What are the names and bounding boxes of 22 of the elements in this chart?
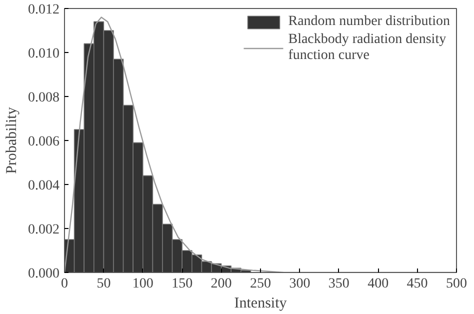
x-tick-label: 0 bbox=[61, 276, 68, 292]
y-tick-label: 0.002 bbox=[28, 222, 60, 238]
x-tick-label: 100 bbox=[132, 276, 154, 292]
legend-label: Random number distribution bbox=[288, 14, 450, 30]
y-tick-label: 0.008 bbox=[28, 90, 60, 106]
x-tick-label: 350 bbox=[328, 276, 350, 292]
y-tick-label: 0.012 bbox=[28, 2, 60, 18]
y-axis-title: Probability bbox=[4, 106, 20, 174]
y-tick-label: 0.010 bbox=[28, 46, 60, 62]
x-axis-title: Intensity bbox=[234, 296, 288, 312]
x-tick-label: 500 bbox=[446, 276, 467, 292]
y-tick-label: 0.000 bbox=[28, 266, 60, 282]
x-tick-label: 450 bbox=[406, 276, 428, 292]
y-tick-label: 0.004 bbox=[28, 178, 60, 194]
legend-label: Blackbody radiation density function curve bbox=[288, 32, 446, 64]
x-tick-label: 400 bbox=[368, 276, 389, 292]
x-tick-label: 200 bbox=[210, 276, 232, 292]
y-tick-label: 0.006 bbox=[28, 134, 60, 150]
x-tick-label: 250 bbox=[250, 276, 271, 292]
x-tick-label: 150 bbox=[172, 276, 193, 292]
x-tick-label: 300 bbox=[289, 276, 310, 292]
x-tick-label: 50 bbox=[96, 276, 111, 292]
